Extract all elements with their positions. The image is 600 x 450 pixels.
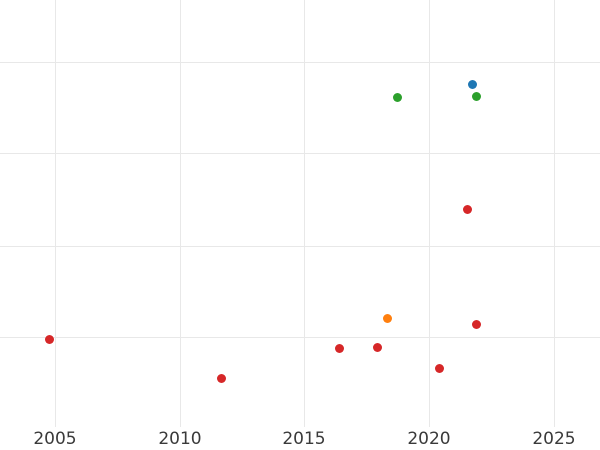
x-gridline xyxy=(180,0,181,427)
data-point-red xyxy=(471,319,481,329)
x-tick-label: 2010 xyxy=(158,429,202,449)
data-point-red xyxy=(372,342,382,352)
x-tick-label: 2005 xyxy=(33,429,77,449)
data-point-green xyxy=(392,92,402,102)
y-gridline xyxy=(0,62,600,63)
data-point-red xyxy=(44,334,54,344)
data-point-red xyxy=(334,343,344,353)
x-gridline xyxy=(429,0,430,427)
data-point-orange xyxy=(382,313,392,323)
x-gridline xyxy=(55,0,56,427)
x-gridline xyxy=(304,0,305,427)
x-gridline xyxy=(554,0,555,427)
y-gridline xyxy=(0,246,600,247)
y-gridline xyxy=(0,337,600,338)
x-tick-label: 2015 xyxy=(282,429,326,449)
data-point-blue xyxy=(467,79,477,89)
x-tick-label: 2025 xyxy=(532,429,576,449)
y-gridline xyxy=(0,153,600,154)
x-tick-label: 2020 xyxy=(407,429,451,449)
data-point-red xyxy=(434,363,444,373)
data-point-red xyxy=(216,373,226,383)
data-point-green xyxy=(471,91,481,101)
data-point-red xyxy=(462,204,472,214)
